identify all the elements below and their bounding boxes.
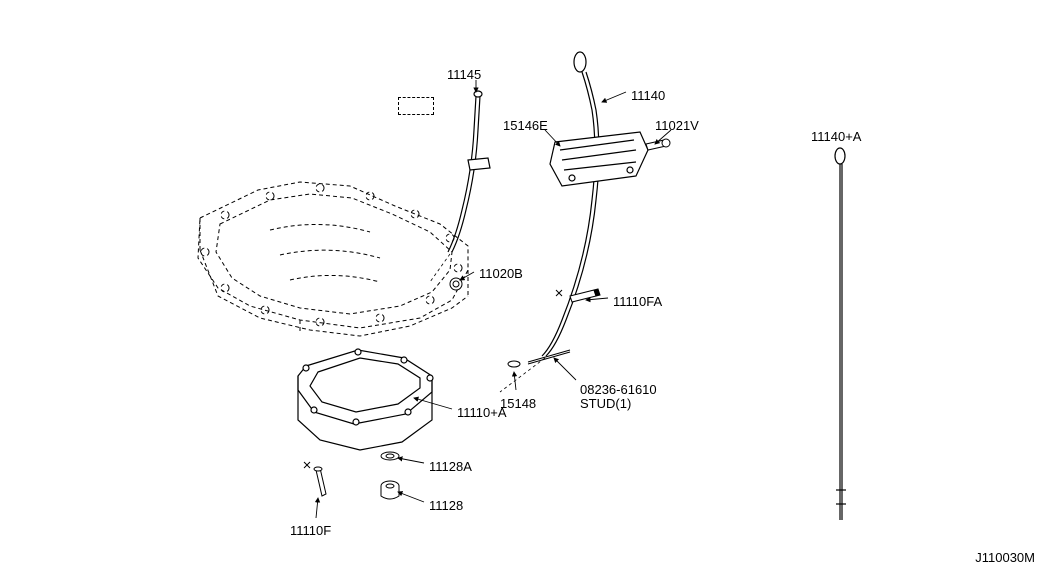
label-11128A: 11128A [429, 459, 472, 475]
bolt-11021V [646, 139, 670, 150]
label-11140: 11140 [631, 88, 665, 104]
label-11021V: 11021V [655, 118, 699, 134]
upper-oil-pan [198, 182, 468, 336]
label-11128: 11128 [429, 498, 463, 514]
label-11020B: 11020B [479, 266, 523, 282]
label-11110FA: 11110FA [613, 294, 662, 310]
bolt-11110FA [556, 289, 600, 302]
label-11145: 11145 [447, 67, 481, 83]
label-11110F: 11110F [290, 523, 331, 539]
dipstick-tube-11145 [448, 91, 490, 252]
dipstick-11140A [835, 148, 846, 520]
label-STUD: STUD(1) [580, 396, 631, 412]
bolt-11110F [304, 462, 326, 496]
washer-11128A [381, 452, 399, 460]
drain-plug-11128 [381, 481, 399, 499]
diagram-code: J110030M [975, 550, 1035, 566]
label-11140A: 11140+A [811, 129, 861, 145]
label-15146E: 15146E [503, 118, 548, 134]
diagram-svg [0, 0, 1045, 572]
oring-15148 [508, 361, 520, 367]
bracket-15146E [550, 132, 648, 186]
label-11110A: 11110+A [457, 405, 507, 421]
diagram-canvas: 11145 11140 15146E 11021V 11140+A 11020B… [0, 0, 1045, 572]
lower-oil-pan [298, 349, 433, 450]
